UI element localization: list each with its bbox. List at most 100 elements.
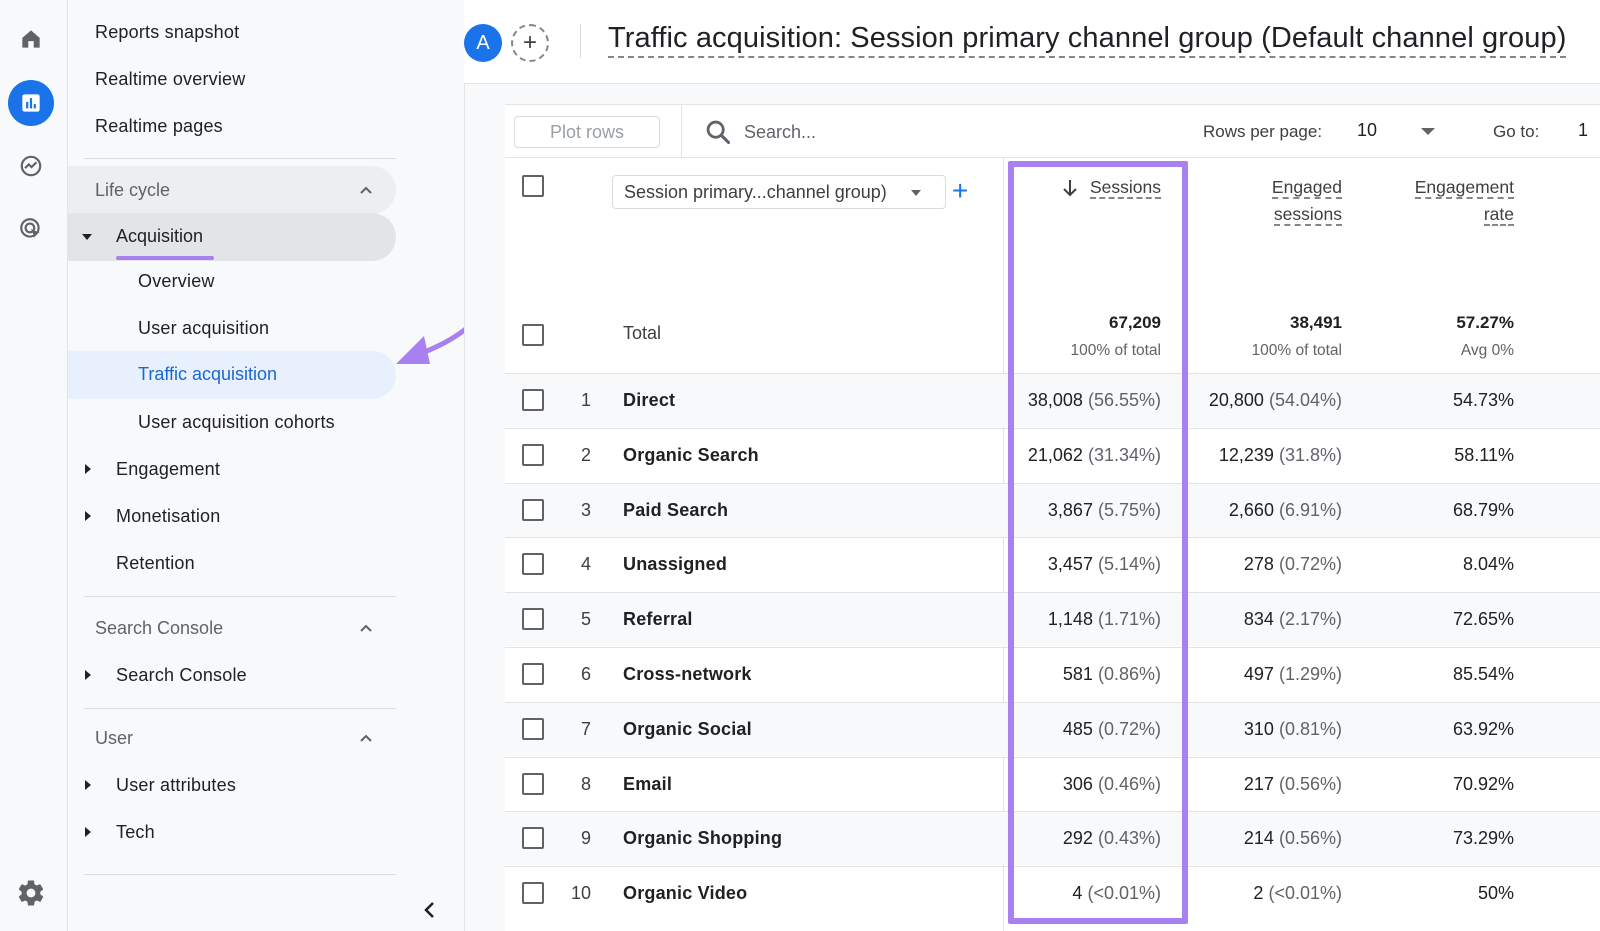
channel-name: Direct (623, 390, 676, 410)
engagement-rate-cell: 63.92% (1452, 718, 1514, 739)
advertising-icon[interactable] (8, 206, 54, 252)
table-row[interactable]: 3 Paid Search 3,867 (5.75%) 2,660 (6.91%) 68… (505, 482, 1600, 537)
row-checkbox[interactable] (522, 717, 544, 740)
table-row[interactable]: 7 Organic Social 485 (0.72%) 310 (0.81%) 63.… (505, 701, 1600, 756)
table-row[interactable]: 9 Organic Shopping 292 (0.43%) 214 (0.56%) 7… (505, 811, 1600, 866)
row-checkbox[interactable] (522, 663, 544, 685)
rows-per-page-select[interactable]: 10 (1357, 120, 1378, 140)
plot-rows-button[interactable]: Plot rows (514, 116, 660, 148)
channel-name: Organic Social (623, 718, 752, 739)
nav-item-realtime-overview[interactable]: Realtime overview (68, 55, 396, 103)
row-checkbox[interactable] (522, 389, 544, 411)
caret-right-icon (85, 670, 91, 680)
row-checkbox[interactable] (522, 608, 544, 631)
reports-icon[interactable] (8, 80, 54, 126)
nav-item-label: Tech (116, 821, 155, 842)
table-row[interactable]: 6 Cross-network 581 (0.86%) 497 (1.29%) 85.5… (505, 647, 1600, 701)
nav-item-search-console[interactable]: Search Console (68, 651, 396, 699)
nav-item-monetisation[interactable]: Monetisation (68, 492, 396, 540)
sessions-share: (5.75%) (1097, 499, 1161, 520)
nav-item-label: Traffic acquisition (138, 364, 278, 384)
engaged-sessions-value: 497 (1243, 664, 1274, 684)
nav-item-realtime-pages[interactable]: Realtime pages (68, 102, 396, 150)
engaged-sessions-cell: 278 (0.72%) (1180, 554, 1342, 575)
dimension-select-label: Session primary...channel group) (624, 181, 887, 202)
sessions-share: (<0.01%) (1087, 883, 1161, 904)
nav-item-label: Realtime pages (95, 115, 223, 136)
settings-icon[interactable] (16, 878, 46, 908)
engaged-sessions-share: (0.56%) (1278, 773, 1342, 794)
column-header-engaged-sessions[interactable]: Engaged sessions (1180, 174, 1342, 228)
add-dimension-button[interactable]: + (952, 175, 969, 206)
nav-item-user-attributes[interactable]: User attributes (68, 761, 396, 809)
table-row[interactable]: 8 Email 306 (0.46%) 217 (0.56%) 70.92% (505, 756, 1600, 811)
table-row[interactable]: 2 Organic Search 21,062 (31.34%) 12,239 (31… (505, 427, 1600, 482)
sessions-cell: 4 (<0.01%) (1000, 883, 1161, 904)
engaged-sessions-value: 20,800 (1208, 390, 1264, 410)
engaged-sessions-value: 310 (1243, 718, 1274, 739)
row-checkbox[interactable] (522, 827, 544, 850)
table-row[interactable]: 5 Referral 1,148 (1.71%) 834 (2.17%) 72.65% (505, 592, 1600, 647)
nav-item-acquisition[interactable]: Acquisition (68, 213, 396, 261)
total-row-checkbox[interactable] (522, 324, 544, 346)
engagement-rate-cell: 72.65% (1452, 609, 1514, 630)
table-row[interactable]: 1 Direct 38,008 (56.55%) 20,800 (54.04%) 54.… (505, 373, 1600, 427)
nav-item-reports-snapshot[interactable]: Reports snapshot (68, 8, 396, 56)
section-search-console[interactable]: Search Console (68, 604, 396, 652)
engaged-sessions-value: 12,239 (1218, 444, 1274, 465)
nav-item-user-acquisition[interactable]: User acquisition (68, 304, 396, 352)
nav-item-retention[interactable]: Retention (68, 539, 396, 587)
channel-name: Organic Shopping (623, 828, 783, 849)
row-checkbox[interactable] (522, 553, 544, 576)
row-number: 7 (580, 718, 591, 739)
nav-item-label: User attributes (116, 774, 237, 795)
table-row[interactable]: 4 Unassigned 3,457 (5.14%) 278 (0.72%) 8.04% (505, 537, 1600, 591)
dropdown-arrow-icon[interactable] (1421, 128, 1435, 135)
section-user[interactable]: User (68, 714, 396, 762)
sort-descending-icon[interactable] (1061, 178, 1079, 198)
row-checkbox[interactable] (522, 772, 544, 795)
goto-input[interactable]: 1 (1578, 120, 1589, 140)
nav-item-traffic-acquisition[interactable]: Traffic acquisition (68, 351, 396, 399)
select-all-checkbox[interactable] (522, 175, 544, 197)
total-label: Total (623, 323, 662, 343)
sessions-cell: 3,457 (5.14%) (1000, 554, 1161, 575)
row-checkbox[interactable] (522, 443, 544, 466)
comparison-avatar[interactable]: A (464, 24, 502, 62)
engaged-sessions-share: (1.29%) (1278, 664, 1342, 684)
search-input[interactable] (744, 118, 1004, 146)
dropdown-arrow-icon (911, 190, 921, 196)
engaged-sessions-share: (<0.01%) (1268, 883, 1342, 904)
nav-divider (84, 708, 396, 709)
section-lifecycle[interactable]: Life cycle (68, 166, 396, 214)
caret-right-icon (85, 827, 91, 837)
nav-item-engagement[interactable]: Engagement (68, 445, 396, 493)
engaged-sessions-cell: 2 (<0.01%) (1180, 883, 1342, 904)
total-engaged-sessions: 38,491 (1290, 313, 1342, 332)
nav-item-overview[interactable]: Overview (68, 257, 396, 305)
add-comparison-button[interactable]: + (511, 24, 549, 62)
row-checkbox[interactable] (522, 498, 544, 521)
column-divider (1003, 158, 1004, 931)
nav-item-user-acquisition-cohorts[interactable]: User acquisition cohorts (68, 398, 396, 446)
engagement-rate-cell: 8.04% (1462, 554, 1514, 575)
collapse-nav-icon[interactable] (420, 898, 440, 922)
column-header-sessions[interactable]: Sessions (1060, 174, 1161, 201)
engaged-sessions-share: (2.17%) (1278, 609, 1342, 630)
explore-icon[interactable] (8, 143, 54, 189)
table-row[interactable]: 10 Organic Video 4 (<0.01%) 2 (<0.01%) 50% (505, 866, 1600, 920)
engaged-sessions-share: (0.72%) (1278, 554, 1342, 575)
nav-item-tech[interactable]: Tech (68, 808, 396, 856)
engaged-sessions-value: 214 (1243, 828, 1274, 849)
dimension-select[interactable]: Session primary...channel group) (612, 175, 946, 209)
engaged-sessions-cell: 12,239 (31.8%) (1180, 445, 1342, 466)
nav-item-label: Monetisation (116, 505, 221, 526)
row-checkbox[interactable] (522, 882, 544, 905)
sessions-value: 581 (1062, 664, 1093, 684)
row-number: 3 (580, 499, 591, 520)
left-rail (0, 0, 68, 931)
toolbar-divider (681, 104, 682, 158)
report-header (464, 0, 1600, 84)
column-header-engagement-rate[interactable]: Engagement rate (1360, 174, 1514, 228)
home-icon[interactable] (8, 16, 54, 62)
